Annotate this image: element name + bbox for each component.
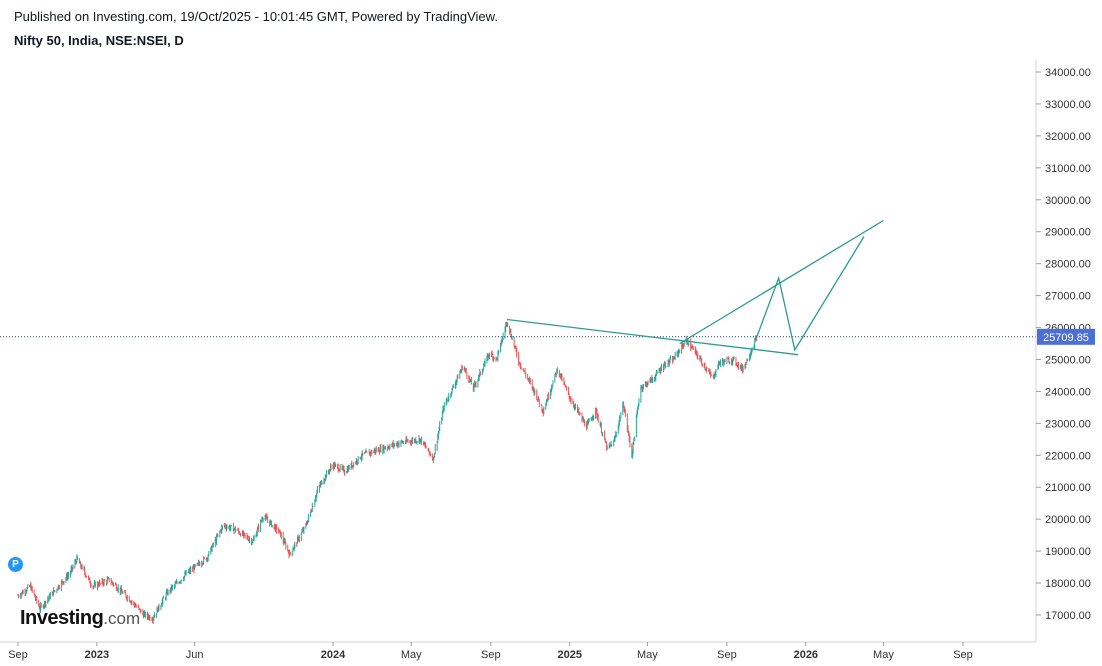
y-tick-label: 27000.00 bbox=[1045, 291, 1091, 303]
y-tick-label: 28000.00 bbox=[1045, 259, 1091, 271]
y-tick-label: 25000.00 bbox=[1045, 354, 1091, 366]
x-tick-label: Sep bbox=[717, 649, 737, 661]
y-tick-label: 32000.00 bbox=[1045, 131, 1091, 143]
x-tick-label: Sep bbox=[8, 649, 28, 661]
x-tick-label: May bbox=[637, 649, 658, 661]
published-caption: Published on Investing.com, 19/Oct/2025 … bbox=[14, 9, 498, 24]
x-tick-label: Sep bbox=[481, 649, 501, 661]
last-price-tag: 25709.85 bbox=[1037, 328, 1095, 345]
price-axis[interactable]: 17000.00 18000.00 19000.00 20000.00 21000.00… bbox=[1036, 67, 1091, 622]
y-tick-label: 30000.00 bbox=[1045, 195, 1091, 207]
x-tick-label: May bbox=[401, 649, 422, 661]
y-tick-label: 22000.00 bbox=[1045, 450, 1091, 462]
resistance-trendline[interactable] bbox=[506, 318, 799, 356]
time-axis[interactable]: Sep 2023 Jun 2024 May Sep 2025 May Sep 2026 May Sep bbox=[8, 642, 973, 661]
y-tick-label: 34000.00 bbox=[1045, 67, 1091, 79]
x-tick-label: 2023 bbox=[85, 649, 109, 661]
y-tick-label: 21000.00 bbox=[1045, 482, 1091, 494]
y-tick-label: 20000.00 bbox=[1045, 514, 1091, 526]
rising-trendline[interactable] bbox=[679, 219, 884, 345]
publish-badge-icon[interactable]: P bbox=[8, 557, 23, 572]
x-tick-label: 2026 bbox=[794, 649, 818, 661]
x-tick-label: Jun bbox=[186, 649, 204, 661]
y-tick-label: 19000.00 bbox=[1045, 546, 1091, 558]
y-tick-label: 17000.00 bbox=[1045, 610, 1091, 622]
logo-suffix: .com bbox=[103, 609, 141, 628]
logo-bold: Investing bbox=[20, 607, 104, 629]
x-tick-label: 2024 bbox=[321, 649, 346, 661]
last-price-label: 25709.85 bbox=[1043, 332, 1089, 344]
last-price-tag-bg bbox=[1037, 328, 1095, 345]
candlestick-series bbox=[17, 321, 758, 625]
x-tick-label: May bbox=[873, 649, 894, 661]
y-tick-label: 33000.00 bbox=[1045, 99, 1091, 111]
y-tick-label: 29000.00 bbox=[1045, 227, 1091, 239]
trendline-drawings[interactable] bbox=[506, 219, 884, 356]
y-tick-label: 23000.00 bbox=[1045, 418, 1091, 430]
investing-logo: Investing.com bbox=[20, 607, 140, 630]
y-tick-label: 31000.00 bbox=[1045, 163, 1091, 175]
y-tick-label: 24000.00 bbox=[1045, 386, 1091, 398]
projection-path[interactable] bbox=[756, 236, 865, 352]
x-tick-label: Sep bbox=[953, 649, 973, 661]
y-tick-label: 18000.00 bbox=[1045, 578, 1091, 590]
x-tick-label: 2025 bbox=[557, 649, 581, 661]
symbol-title: Nifty 50, India, NSE:NSEI, D bbox=[14, 33, 184, 48]
